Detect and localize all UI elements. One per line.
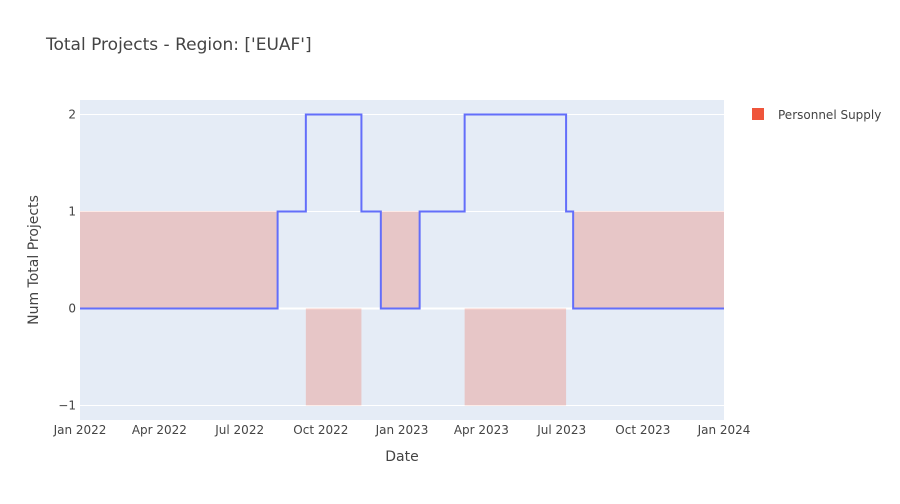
x-tick-label: Oct 2023 [615, 423, 670, 437]
chart-title: Total Projects - Region: ['EUAF'] [45, 35, 312, 55]
x-tick-label: Apr 2022 [132, 423, 187, 437]
x-tick-labels: Jan 2022 Apr 2022 Jul 2022 Oct 2022 Jan 2023… [53, 423, 751, 437]
y-tick-label: −1 [58, 398, 76, 412]
x-tick-label: Jul 2022 [214, 423, 264, 437]
x-axis-label: Date [385, 449, 418, 465]
legend-label: Personnel Supply [778, 108, 881, 122]
y-tick-label: 0 [68, 301, 76, 315]
series-line[interactable] [80, 113, 724, 310]
x-tick-label: Jan 2022 [53, 423, 107, 437]
y-tick-label: 2 [68, 108, 76, 122]
bar[interactable] [305, 308, 362, 406]
x-tick-label: Jul 2023 [536, 423, 586, 437]
plot-area [80, 100, 724, 420]
bar[interactable] [380, 211, 420, 309]
x-tick-label: Jan 2024 [697, 423, 751, 437]
y-tick-label: 1 [68, 205, 76, 219]
bar[interactable] [573, 211, 724, 309]
line-series [80, 113, 724, 310]
y-axis-label: Num Total Projects [26, 195, 42, 325]
x-tick-label: Jan 2023 [375, 423, 429, 437]
bar[interactable] [80, 211, 278, 309]
x-tick-label: Apr 2023 [454, 423, 509, 437]
bar-series [80, 211, 724, 406]
legend-swatch [752, 108, 764, 120]
y-tick-labels: −1 0 1 2 [58, 108, 76, 413]
legend[interactable]: Personnel Supply [752, 108, 881, 122]
x-tick-label: Oct 2022 [293, 423, 348, 437]
bar[interactable] [464, 308, 567, 406]
